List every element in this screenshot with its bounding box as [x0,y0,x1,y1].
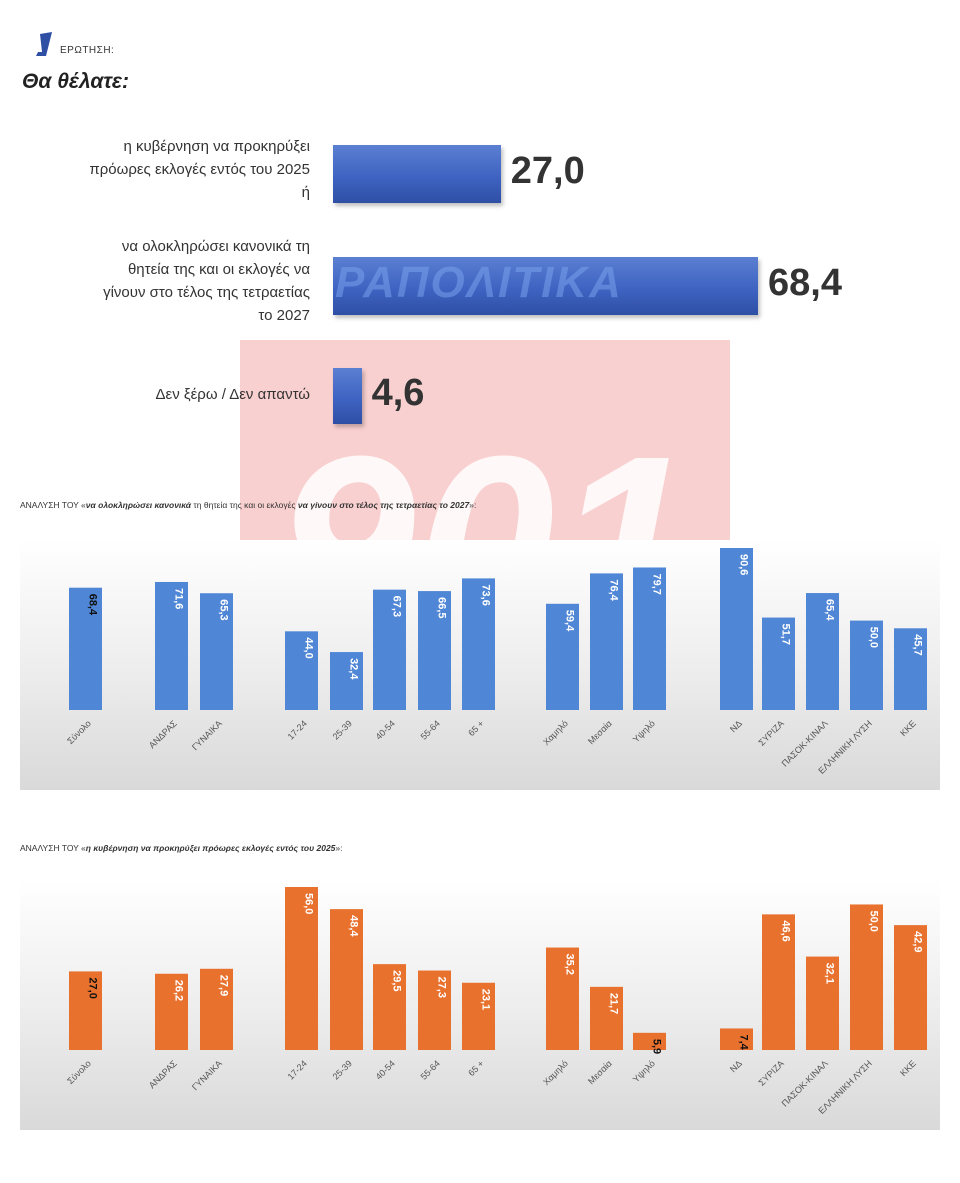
chart-early-2025: 27,0Σύνολο26,2ΑΝΔΡΑΣ27,9ΓΥΝΑΙΚΑ56,017-24… [20,880,940,1130]
bar-ΠΑΣΟΚ-ΚΙΝΑΛ [806,593,839,710]
bar-label: 35,2 [564,954,576,975]
bar-label: 65,4 [824,599,836,621]
bar-Χαμηλό [546,947,579,1050]
bar-label: 51,7 [780,624,792,645]
bar-label: 56,0 [303,893,315,914]
bar-55-64 [418,970,451,1050]
bar-ΣΥΡΙΖΑ [762,617,795,710]
bar-label: 90,6 [738,554,750,575]
option-label-line: θητεία της και οι εκλογές να [127,261,310,278]
bar-55-64 [418,591,451,710]
bar-label: 32,1 [824,963,836,984]
option-label-line: Δεν ξέρω / Δεν απαντώ [155,386,310,403]
option-label-line: να ολοκληρώσει κανονικά τη [121,238,310,255]
option-label-3: Δεν ξέρω / Δεν απαντώ [15,383,310,406]
bar-ΓΥΝΑΙΚΑ [200,968,233,1050]
bar-Σύνολο [69,971,102,1050]
question-label: ΕΡΩΤΗΣΗ: [60,45,115,56]
option-value-3: 4,6 [371,372,425,414]
bar-label: 29,5 [391,970,403,991]
bar-ΝΔ [720,1028,753,1050]
bar-ΑΝΔΡΑΣ [155,973,188,1050]
bar-label: 50,0 [868,627,880,648]
chart-remain-2027: 68,4Σύνολο71,6ΑΝΔΡΑΣ65,3ΓΥΝΑΙΚΑ44,017-24… [20,540,940,790]
question-title: Θα θέλατε: [22,70,129,93]
option-value-2: 68,4 [768,262,842,304]
bar-40-54 [373,964,406,1050]
option-label-1: η κυβέρνηση να προκηρύξει πρόωρες εκλογές… [15,135,310,204]
bar-ΓΥΝΑΙΚΑ [200,593,233,710]
question-number-icon [36,32,52,56]
bar-25-39 [330,652,363,710]
bar-Χαμηλό [546,603,579,710]
bar-label: 26,2 [173,980,185,1001]
bar-label: 59,4 [564,610,576,632]
bar-label: 45,7 [912,634,924,655]
bar-Υψηλό [633,1032,666,1050]
option-bar-2 [333,257,758,315]
bar-label: 65,3 [218,599,230,620]
bar-label: 27,3 [436,977,448,998]
bar-Μεσαία [590,986,623,1050]
bar-label: 76,4 [608,579,620,601]
bar-label: 73,6 [480,584,492,605]
bar-ΝΔ [720,548,753,710]
option-bar-1 [333,145,501,203]
bar-label: 66,5 [436,597,448,618]
option-label-line: ή [301,184,310,201]
bar-25-39 [330,909,363,1050]
bar-label: 50,0 [868,910,880,931]
analysis-title-2: ΑΝΑΛΥΣΗ ΤΟΥ «η κυβέρνηση να προκηρύξει π… [20,843,343,853]
bar-ΑΝΔΡΑΣ [155,581,188,710]
bar-label: 67,3 [391,596,403,617]
bar-label: 7,4 [738,1034,750,1050]
option-label-line: γίνουν στο τέλος της τετραετίας [103,284,310,301]
bar-65 + [462,578,495,710]
bar-65 + [462,982,495,1050]
bar-ΕΛΛΗΝΙΚΗ ΛΥΣΗ [850,904,883,1050]
watermark-text: ΡΑΠΟΛΙΤΙΚΑ [335,258,623,307]
bar-label: 79,7 [651,573,663,594]
bar-label: 21,7 [608,993,620,1014]
bar-label: 5,9 [651,1039,663,1054]
analysis-title-1: ΑΝΑΛΥΣΗ ΤΟΥ «να ολοκληρώσει κανονικά τη … [20,500,477,510]
bar-label: 46,6 [780,920,792,941]
bar-40-54 [373,589,406,710]
bar-ΚΚΕ [894,628,927,710]
option-value-1: 27,0 [510,150,585,192]
bar-label: 71,6 [173,588,185,609]
bar-label: 27,9 [218,975,230,996]
option-label-line: η κυβέρνηση να προκηρύξει [123,138,310,155]
option-label-2: να ολοκληρώσει κανονικά τη θητεία της και… [15,235,310,327]
option-bar-3 [333,368,362,424]
bar-label: 32,4 [348,658,360,680]
bar-17-24 [285,631,318,710]
bar-17-24 [285,887,318,1050]
bar-label: 23,1 [480,989,492,1010]
bar-ΣΥΡΙΖΑ [762,914,795,1050]
bar-ΚΚΕ [894,925,927,1050]
bar-label: 27,0 [87,977,99,998]
bar-label: 42,9 [912,931,924,952]
bar-Μεσαία [590,573,623,710]
bar-label: 44,0 [303,637,315,658]
option-label-line: πρόωρες εκλογές εντός του 2025 [89,161,310,178]
bar-label: 48,4 [348,915,360,937]
bar-ΠΑΣΟΚ-ΚΙΝΑΛ [806,956,839,1050]
option-label-line: το 2027 [258,307,310,324]
bar-Υψηλό [633,567,666,710]
bar-label: 68,4 [87,594,99,616]
bar-ΕΛΛΗΝΙΚΗ ΛΥΣΗ [850,620,883,710]
bar-Σύνολο [69,587,102,710]
